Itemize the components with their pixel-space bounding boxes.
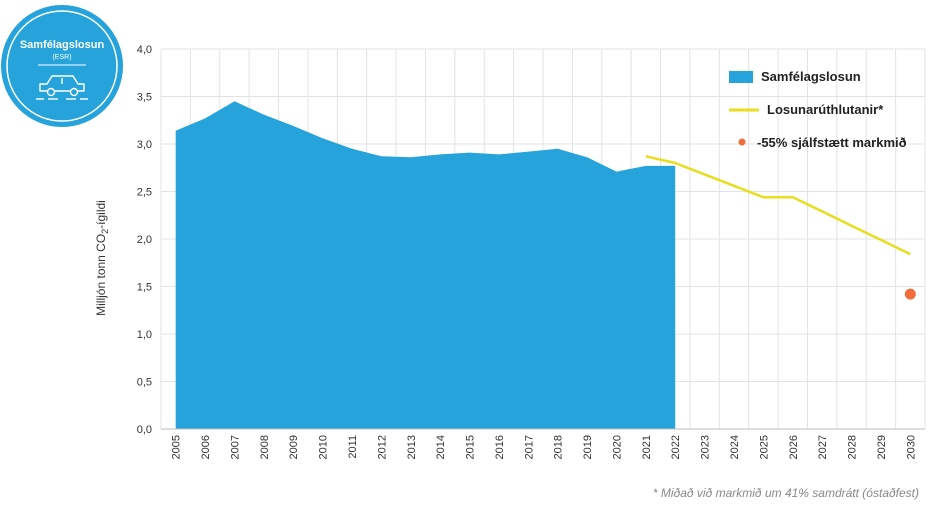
y-tick-label: 0,5 <box>137 377 152 389</box>
x-tick-label: 2013 <box>406 435 418 459</box>
y-axis-title-main: Milljón tonn CO <box>94 234 108 316</box>
line-series-losunaruthlutanir <box>645 155 911 256</box>
legend-swatch-samfelagslosun <box>729 71 753 83</box>
x-tick-label: 2007 <box>229 435 241 459</box>
y-tick-label: 1,0 <box>137 329 152 341</box>
y-axis-title-subscript: 2 <box>100 229 110 234</box>
y-tick-label: 1,5 <box>137 282 152 294</box>
area-series-samfelagslosun <box>175 101 676 430</box>
x-tick-label: 2025 <box>758 435 770 459</box>
footnote: * Miðað við markmið um 41% samdrátt (óst… <box>653 486 919 500</box>
x-tick-label: 2021 <box>641 435 653 459</box>
x-tick-label: 2026 <box>788 435 800 459</box>
x-tick-label: 2008 <box>259 435 271 459</box>
x-tick-label: 2012 <box>376 435 388 459</box>
y-tick-label: 2,0 <box>137 234 152 246</box>
y-tick-label: 3,5 <box>137 92 152 104</box>
y-tick-label: 4,0 <box>137 44 152 56</box>
x-tick-label: 2014 <box>435 435 447 459</box>
x-tick-label: 2029 <box>876 435 888 459</box>
x-tick-label: 2018 <box>553 435 565 459</box>
point-markmid <box>904 288 916 300</box>
legend-label-markmid: -55% sjálfstætt markmið <box>757 135 907 150</box>
x-tick-label: 2028 <box>847 435 859 459</box>
x-tick-label: 2024 <box>729 435 741 459</box>
x-tick-label: 2016 <box>494 435 506 459</box>
x-tick-label: 2030 <box>905 435 917 459</box>
legend-label-samfelagslosun: Samfélagslosun <box>761 69 861 84</box>
badge: Samfélagslosun (ESR) <box>1 5 123 127</box>
y-tick-label: 3,0 <box>137 139 152 151</box>
y-tick-label: 2,5 <box>137 187 152 199</box>
x-tick-label: 2011 <box>347 435 359 459</box>
y-axis-title: Milljón tonn CO2-ígildi <box>94 200 110 316</box>
badge-subtitle: (ESR) <box>52 54 71 61</box>
x-tick-label: 2023 <box>700 435 712 459</box>
y-axis: 0,0 0,5 1,0 1,5 2,0 2,5 3,0 3,5 4,0 <box>137 44 152 436</box>
badge-title: Samfélagslosun <box>20 39 105 51</box>
legend-label-losunaruthlutanir: Losunarúthlutanir* <box>767 102 884 117</box>
x-tick-label: 2010 <box>318 435 330 459</box>
chart-marks <box>175 101 916 430</box>
x-axis: 2005 2006 2007 2008 2009 2010 2011 2012 2013 2014… <box>161 428 925 459</box>
x-tick-label: 2017 <box>523 435 535 459</box>
y-tick-label: 0,0 <box>137 424 152 436</box>
x-tick-label: 2027 <box>817 435 829 459</box>
car-icon <box>36 75 88 100</box>
x-tick-label: 2022 <box>670 435 682 459</box>
x-tick-label: 2009 <box>288 435 300 459</box>
badge-circle <box>1 5 123 127</box>
y-axis-title-tail: -ígildi <box>94 200 108 229</box>
legend: Samfélagslosun Losunarúthlutanir* -55% s… <box>729 69 907 150</box>
x-tick-label: 2005 <box>171 435 183 459</box>
legend-swatch-markmid <box>738 138 746 146</box>
badge-ring <box>6 10 118 122</box>
x-tick-label: 2019 <box>582 435 594 459</box>
x-tick-label: 2020 <box>611 435 623 459</box>
x-tick-label: 2015 <box>465 435 477 459</box>
x-tick-label: 2006 <box>200 435 212 459</box>
